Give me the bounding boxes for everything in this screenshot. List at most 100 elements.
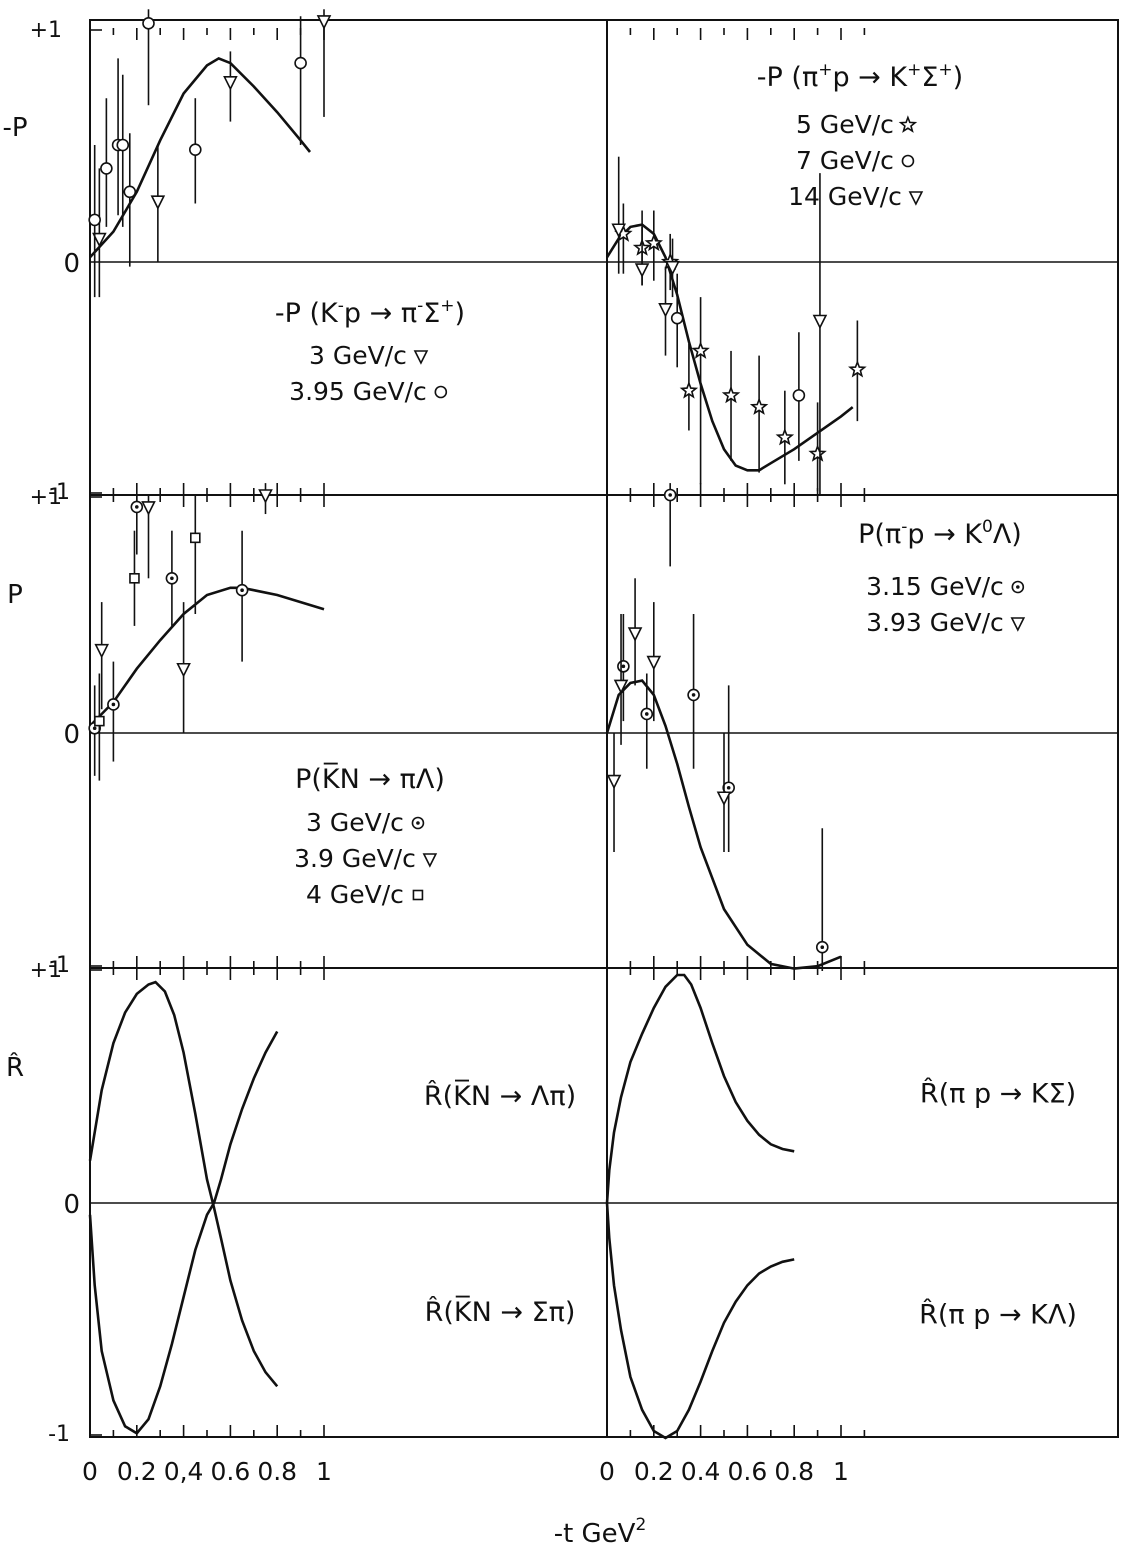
marker-triangle xyxy=(606,774,622,790)
marker-star xyxy=(749,397,769,415)
y-tick-label: +1 xyxy=(30,485,62,510)
marker-circle xyxy=(100,162,113,175)
marker-square xyxy=(94,715,105,727)
y-axis-label-ml: P xyxy=(7,580,23,610)
marker-triangle xyxy=(908,191,924,206)
marker-triangle xyxy=(94,643,109,659)
legend-label-mr: 3.93 GeV/c xyxy=(866,608,1004,637)
marker-circle xyxy=(792,389,806,402)
title-text: K̅ xyxy=(322,763,341,795)
marker-dot xyxy=(726,785,731,790)
marker-triangle xyxy=(258,489,273,504)
panel-title-tr: -P (π+p → K+Σ+) xyxy=(757,60,963,93)
y-tick-label: -1 xyxy=(48,953,70,978)
marker-dot xyxy=(668,493,672,497)
title-text: Σ xyxy=(423,298,440,329)
x-tick-label: 0 xyxy=(82,1457,98,1486)
title-superscript: - xyxy=(417,296,423,316)
x-tick-label: 0.2 xyxy=(634,1457,674,1486)
y-tick-label: 0 xyxy=(63,249,80,279)
marker-star xyxy=(644,233,664,252)
marker-dot xyxy=(92,726,97,731)
panel-title-ml: P(K̅N → πΛ) xyxy=(295,763,445,795)
y-tick-label: -1 xyxy=(48,480,70,505)
fit-curve-ml-0 xyxy=(89,586,325,727)
marker-circle xyxy=(901,154,915,168)
marker-dot xyxy=(820,945,825,949)
marker-dot xyxy=(416,821,420,825)
marker-square xyxy=(190,532,201,544)
marker-triangle xyxy=(413,350,429,365)
marker-triangle xyxy=(627,627,643,642)
marker-dot xyxy=(240,588,244,592)
legend-label-tl: 3.95 GeV/c xyxy=(289,377,427,406)
legend-label-tr: 14 GeV/c xyxy=(788,182,902,211)
plot-frame xyxy=(89,19,1119,1438)
title-superscript: + xyxy=(907,60,921,80)
marker-triangle xyxy=(223,76,238,91)
marker-triangle xyxy=(92,232,107,248)
marker-circle xyxy=(142,17,155,30)
title-text: -P (π xyxy=(757,62,818,93)
title-superscript: - xyxy=(338,296,344,316)
x-tick-label: 0.8 xyxy=(257,1457,297,1486)
marker-triangle xyxy=(658,302,673,318)
y-axis-label-bl: R̂ xyxy=(6,1051,24,1083)
legend-label-tl: 3 GeV/c xyxy=(309,341,407,370)
marker-circle xyxy=(294,56,307,70)
marker-triangle xyxy=(422,853,438,868)
marker-circle xyxy=(670,311,684,325)
marker-triangle xyxy=(1010,617,1026,632)
marker-star xyxy=(898,115,918,133)
title-text: Λ) xyxy=(993,519,1022,550)
y-tick-label: +1 xyxy=(30,18,62,43)
title-text: p → π xyxy=(344,298,417,329)
x-tick-label: 0.6 xyxy=(728,1457,768,1486)
curve-label-br-1: R̂(π p → KΛ) xyxy=(919,1299,1077,1331)
marker-dot xyxy=(644,712,649,716)
title-text: ) xyxy=(953,62,964,93)
marker-dot xyxy=(621,664,626,669)
marker-star xyxy=(848,359,867,378)
marker-square xyxy=(412,889,424,901)
fit-curve-bl-0 xyxy=(88,980,279,1388)
fit-curve-tl-0 xyxy=(89,56,312,259)
legend-label-tr: 5 GeV/c xyxy=(796,110,894,139)
legend-label-tr: 7 GeV/c xyxy=(796,146,894,175)
title-superscript: - xyxy=(901,517,907,537)
x-tick-label: 1 xyxy=(316,1457,332,1486)
marker-dot xyxy=(170,576,174,581)
marker-star xyxy=(808,444,827,462)
x-tick-label: 0.8 xyxy=(774,1457,814,1486)
legend-label-mr: 3.15 GeV/c xyxy=(866,572,1004,601)
curve-label-bl-0: R̂(K̅N → Λπ) xyxy=(424,1080,576,1112)
legend-label-ml: 4 GeV/c xyxy=(306,880,404,909)
marker-star xyxy=(691,341,710,359)
x-axis-label: -t GeV2 xyxy=(554,1515,647,1549)
title-text: N → πΛ) xyxy=(340,764,445,795)
y-tick-label: 0 xyxy=(63,720,80,750)
fit-curve-bl-1 xyxy=(88,1030,279,1435)
marker-square xyxy=(129,572,140,584)
marker-triangle xyxy=(611,223,626,239)
x-tick-label: 0.6 xyxy=(211,1457,251,1486)
marker-dot xyxy=(1016,585,1020,589)
x-tick-label: 0,4 xyxy=(164,1457,204,1486)
title-text: ) xyxy=(455,298,466,329)
marker-circle xyxy=(116,138,130,152)
title-text: Σ xyxy=(921,62,938,93)
marker-circle xyxy=(189,143,202,156)
panel-title-mr: P(π-p → K0Λ) xyxy=(858,517,1022,550)
y-tick-label: 0 xyxy=(63,1190,80,1220)
marker-triangle xyxy=(665,260,680,276)
marker-triangle xyxy=(316,15,332,30)
title-superscript: + xyxy=(938,60,952,80)
marker-triangle xyxy=(646,655,662,671)
marker-triangle xyxy=(150,195,166,210)
legend-label-ml: 3.9 GeV/c xyxy=(294,844,416,873)
marker-circle xyxy=(123,185,137,199)
marker-star xyxy=(721,385,741,404)
marker-circle xyxy=(88,213,101,227)
title-superscript: 0 xyxy=(982,517,993,537)
